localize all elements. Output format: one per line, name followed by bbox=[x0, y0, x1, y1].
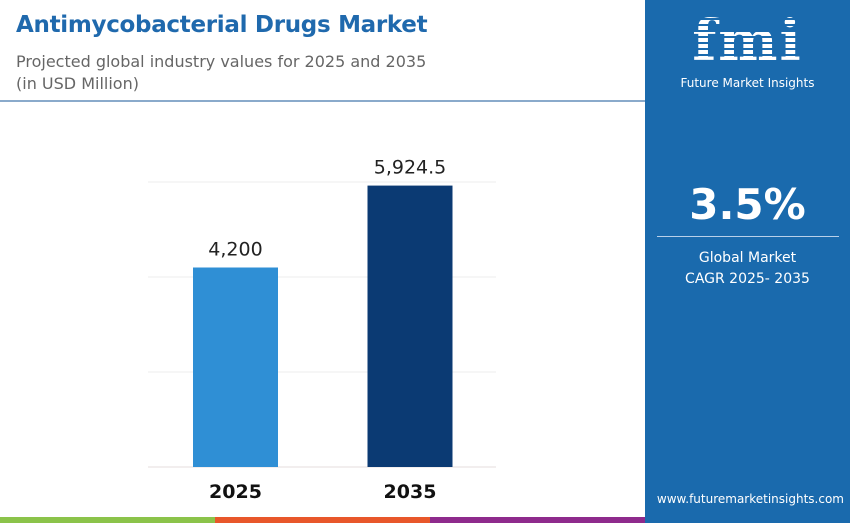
bar-2025 bbox=[193, 267, 278, 467]
subtitle: Projected global industry values for 202… bbox=[16, 52, 427, 71]
x-tick-label: 2035 bbox=[384, 481, 437, 503]
cagr-period: CAGR 2025- 2035 bbox=[685, 271, 810, 287]
logo-mark: fmi bbox=[645, 8, 850, 74]
footer-stripe-purple bbox=[430, 517, 645, 523]
x-tick-label: 2025 bbox=[209, 481, 262, 503]
cagr-value: 3.5% bbox=[689, 180, 806, 229]
fmi-logo: fmi Future Market Insights bbox=[645, 8, 850, 90]
unit-label: (in USD Million) bbox=[16, 74, 139, 93]
bar-chart: 4,200 2025 5,924.5 2035 bbox=[148, 157, 496, 503]
side-panel: fmi Future Market Insights 3.5% Global M… bbox=[645, 0, 850, 523]
page-title: Antimycobacterial Drugs Market bbox=[16, 12, 428, 38]
bar-2035 bbox=[367, 185, 453, 467]
footer-stripe-green bbox=[0, 517, 215, 523]
data-label: 5,924.5 bbox=[374, 157, 447, 179]
footer-stripe-orange bbox=[215, 517, 430, 523]
brand-name: Future Market Insights bbox=[680, 76, 815, 90]
divider bbox=[0, 100, 645, 102]
data-label: 4,200 bbox=[208, 239, 262, 261]
panel-divider bbox=[657, 236, 839, 237]
website-link[interactable]: www.futuremarketinsights.com bbox=[656, 492, 844, 506]
cagr-label: Global Market bbox=[698, 250, 797, 266]
